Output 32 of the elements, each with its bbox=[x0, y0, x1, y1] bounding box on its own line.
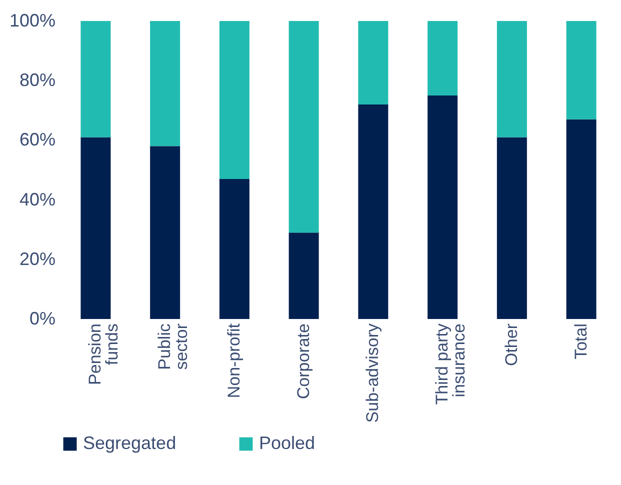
bar bbox=[358, 104, 388, 319]
x-tick-label: Public sector bbox=[155, 323, 192, 370]
bar bbox=[80, 21, 111, 138]
x-tick-label: Sub-advisory bbox=[363, 323, 382, 423]
bar bbox=[219, 178, 250, 319]
bar bbox=[566, 119, 596, 319]
bar bbox=[288, 232, 319, 319]
x-tick-label: Non-profit bbox=[224, 323, 244, 398]
bar bbox=[496, 137, 527, 319]
x-tick-label: Corporate bbox=[294, 324, 313, 400]
y-tick-label: 60% bbox=[19, 130, 56, 150]
bar bbox=[80, 137, 111, 319]
y-tick-label: 0% bbox=[29, 308, 56, 328]
y-tick-label: 40% bbox=[19, 189, 56, 210]
y-tick-label: 80% bbox=[19, 70, 56, 90]
bar bbox=[219, 21, 250, 179]
x-tick-label: Total bbox=[571, 324, 590, 360]
bar bbox=[566, 21, 596, 120]
bar bbox=[428, 21, 458, 96]
bar bbox=[428, 96, 458, 319]
bar bbox=[358, 21, 388, 104]
x-tick-label: Pension funds bbox=[86, 324, 122, 385]
y-tick-label: 100% bbox=[9, 10, 56, 30]
y-tick-label: 20% bbox=[19, 248, 56, 269]
x-tick-label: Other bbox=[502, 323, 521, 366]
bar bbox=[288, 21, 319, 233]
legend-label: Pooled bbox=[259, 433, 316, 453]
x-tick-label: Third party insurance bbox=[432, 323, 469, 405]
bar bbox=[496, 21, 527, 138]
bar bbox=[150, 21, 180, 146]
legend-label: Segregated bbox=[83, 433, 176, 453]
bar bbox=[150, 146, 180, 319]
